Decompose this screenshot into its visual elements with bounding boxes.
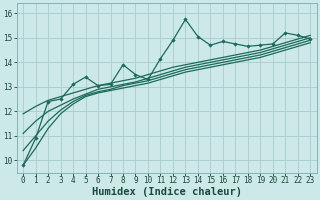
X-axis label: Humidex (Indice chaleur): Humidex (Indice chaleur)	[92, 186, 242, 197]
